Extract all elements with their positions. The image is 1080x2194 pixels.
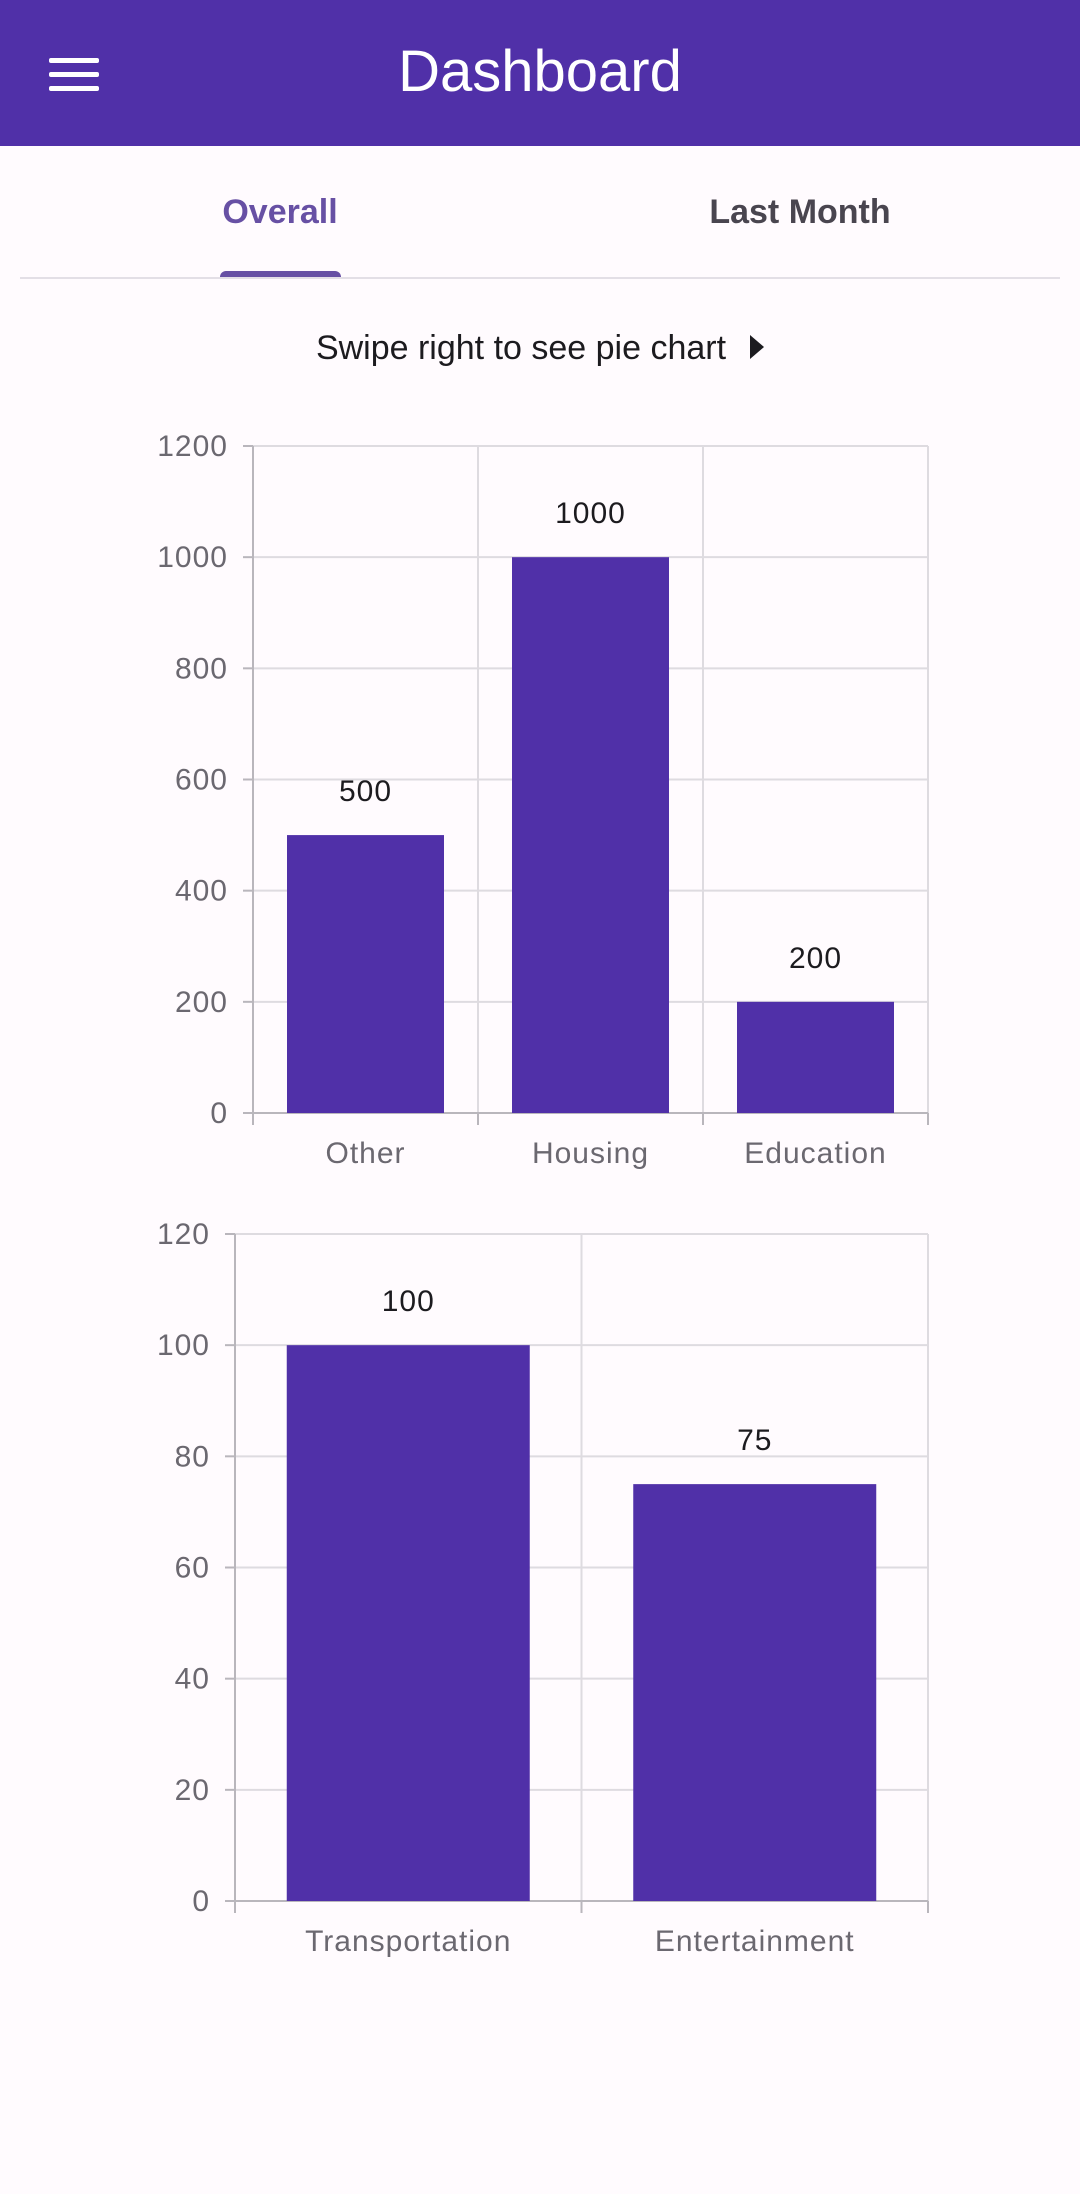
bar xyxy=(633,1484,877,1901)
x-category-label: Transportation xyxy=(305,1925,511,1958)
play-arrow-icon xyxy=(750,335,765,360)
tab-indicator xyxy=(220,271,341,278)
bar-chart-overall-1: 0 200 400 600 800 1000 1200 500 Other 1000 Housing… xyxy=(157,430,929,1170)
y-tick-label: 60 xyxy=(175,1552,210,1585)
bar-value-label: 200 xyxy=(789,942,842,975)
menu-icon-line xyxy=(49,85,99,91)
y-tick-label: 40 xyxy=(175,1663,210,1696)
menu-icon-line xyxy=(49,57,99,63)
page-title: Dashboard xyxy=(398,39,682,104)
bar xyxy=(737,1001,894,1113)
tab-last-month[interactable]: Last Month xyxy=(709,192,891,231)
y-tick-label: 100 xyxy=(157,1329,210,1362)
bar-value-label: 75 xyxy=(737,1424,772,1457)
y-tick-label: 1000 xyxy=(157,541,228,574)
tab-divider xyxy=(20,277,1060,279)
y-tick-label: 20 xyxy=(175,1774,210,1807)
y-tick-label: 200 xyxy=(175,986,228,1019)
bar xyxy=(287,835,444,1113)
x-category-label: Other xyxy=(325,1137,405,1170)
swipe-hint: Swipe right to see pie chart xyxy=(0,322,1080,374)
app-bar: Dashboard xyxy=(0,0,1080,146)
bar-value-label: 500 xyxy=(339,775,392,808)
swipe-hint-text: Swipe right to see pie chart xyxy=(315,329,727,367)
y-tick-label: 1200 xyxy=(157,430,228,463)
x-category-label: Entertainment xyxy=(655,1925,855,1958)
bar-chart-overall-2: 0 20 40 60 80 100 120 100 Transportation 75 Entert… xyxy=(157,1218,929,1958)
bar xyxy=(512,557,669,1113)
y-tick-label: 800 xyxy=(175,652,228,685)
x-category-label: Housing xyxy=(532,1137,649,1170)
menu-icon-line xyxy=(49,71,99,77)
y-tick-label: 600 xyxy=(175,764,228,797)
bar-value-label: 1000 xyxy=(555,497,626,530)
menu-icon[interactable] xyxy=(28,28,120,120)
y-tick-label: 0 xyxy=(192,1885,210,1918)
tab-bar: Overall Last Month xyxy=(0,146,1080,278)
bar-value-label: 100 xyxy=(382,1285,435,1318)
y-tick-label: 400 xyxy=(175,875,228,908)
y-tick-label: 0 xyxy=(210,1097,228,1130)
tab-overall[interactable]: Overall xyxy=(222,192,338,231)
y-tick-label: 80 xyxy=(175,1440,210,1473)
x-category-label: Education xyxy=(744,1137,886,1170)
y-tick-label: 120 xyxy=(157,1218,210,1251)
bar xyxy=(286,1345,530,1901)
